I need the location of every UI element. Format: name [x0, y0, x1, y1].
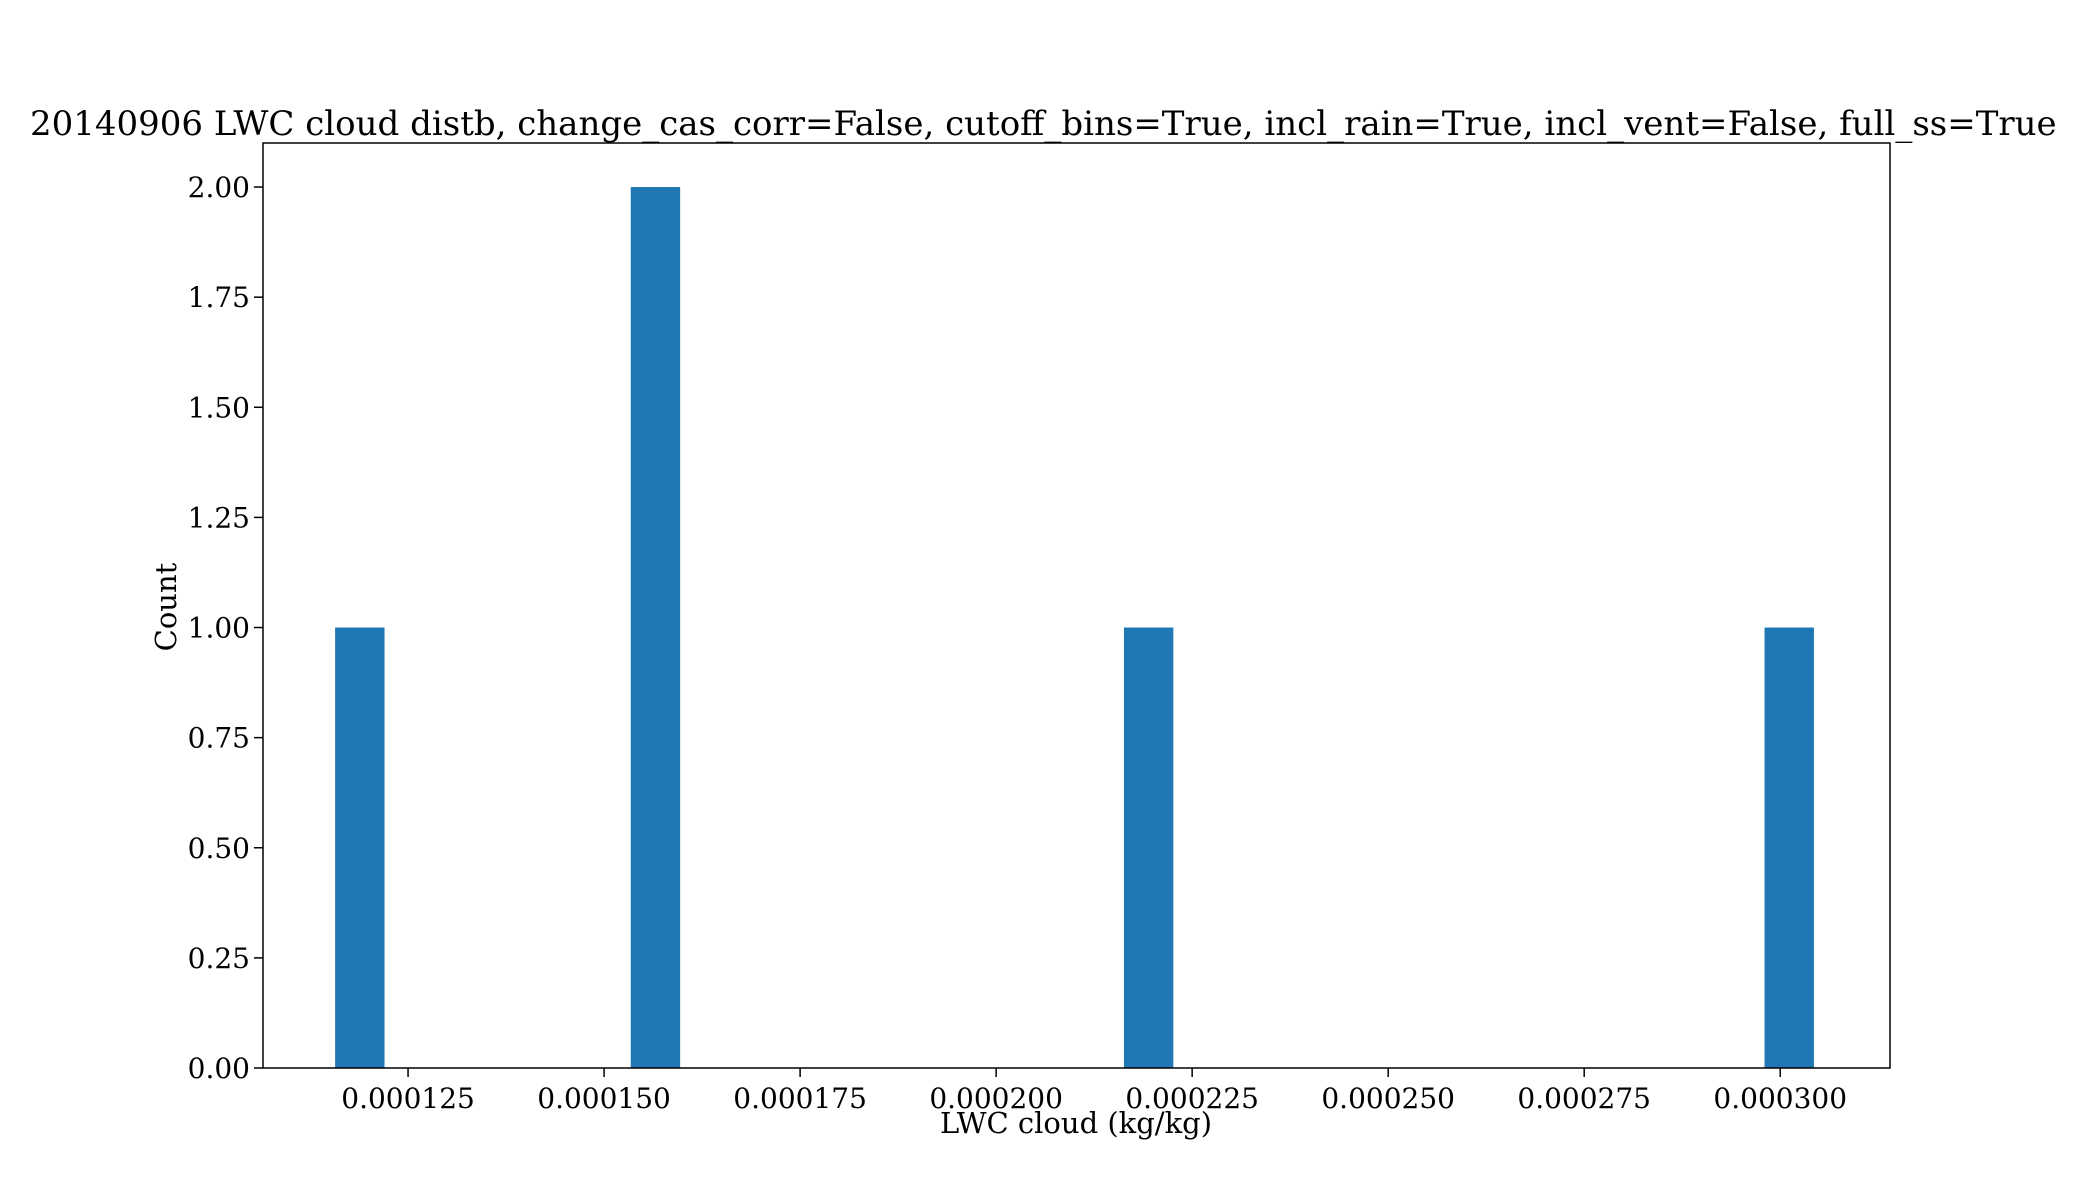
x-tick-label: 0.000125 — [341, 1082, 475, 1115]
x-tick-label: 0.000300 — [1713, 1082, 1847, 1115]
x-axis-label: LWC cloud (kg/kg) — [940, 1106, 1212, 1140]
y-tick-label: 1.00 — [188, 612, 250, 645]
x-tick-label: 0.000175 — [733, 1082, 867, 1115]
x-tick-label: 0.000250 — [1321, 1082, 1455, 1115]
y-tick-label: 2.00 — [188, 171, 250, 204]
bars-group — [335, 187, 1814, 1069]
y-tick-label: 0.75 — [188, 722, 250, 755]
x-tick-label: 0.000150 — [537, 1082, 671, 1115]
y-tick-label: 1.50 — [188, 391, 250, 424]
y-tick-label: 0.25 — [188, 942, 250, 975]
x-tick-label: 0.000200 — [929, 1082, 1063, 1115]
y-tick-label: 1.75 — [188, 281, 250, 314]
plot-area-frame — [262, 142, 1891, 1069]
x-tick-label: 0.000275 — [1517, 1082, 1651, 1115]
x-axis: 0.000125 0.000150 0.000175 0.000200 0.000225… — [341, 1068, 1847, 1115]
chart-title: 20140906 LWC cloud distb, change_cas_cor… — [30, 104, 2057, 144]
y-tick-label: 0.50 — [188, 832, 250, 865]
y-tick-label: 0.00 — [188, 1052, 250, 1085]
y-axis-label: Count — [149, 562, 183, 651]
histogram-bar-3 — [1764, 627, 1814, 1068]
y-axis: 0.00 0.25 0.50 0.75 1.00 1.25 1.50 1.75 2.00 — [188, 171, 263, 1085]
x-tick-label: 0.000225 — [1125, 1082, 1259, 1115]
y-tick-label: 1.25 — [188, 501, 250, 534]
histogram-bar-1 — [630, 187, 681, 1069]
histogram-bar-0 — [335, 627, 385, 1068]
histogram-bar-2 — [1123, 627, 1174, 1068]
